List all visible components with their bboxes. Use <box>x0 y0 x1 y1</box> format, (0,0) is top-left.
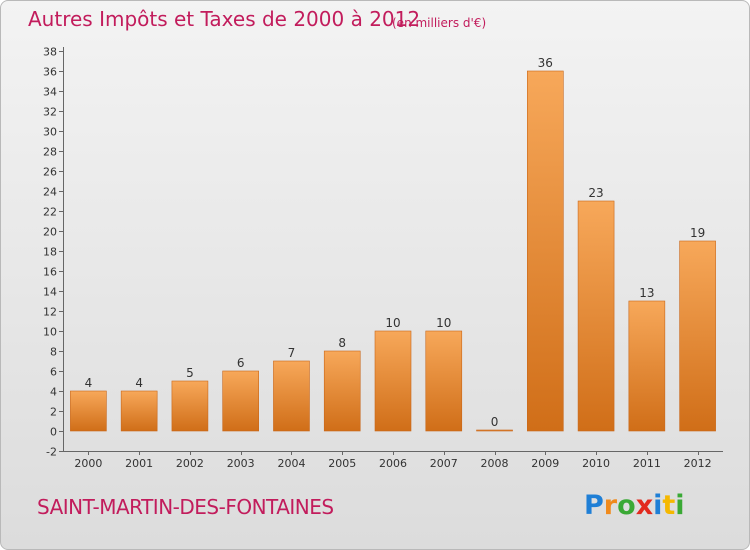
data-label: 13 <box>639 286 654 300</box>
data-label: 10 <box>436 316 451 330</box>
x-tick-label: 2008 <box>481 457 509 470</box>
bar <box>70 390 107 432</box>
data-label: 5 <box>186 366 194 380</box>
bar <box>628 300 666 432</box>
y-tick-label: 34 <box>43 86 57 99</box>
data-label: 10 <box>385 316 400 330</box>
y-tick-label: 22 <box>43 206 57 219</box>
x-tick-label: 2005 <box>328 457 356 470</box>
x-tick-label: 2010 <box>582 457 610 470</box>
data-label: 36 <box>538 56 553 70</box>
y-tick-label: 0 <box>50 426 57 439</box>
y-tick-label: 28 <box>43 146 57 159</box>
y-tick-label: 20 <box>43 226 57 239</box>
bar <box>222 370 259 432</box>
data-label: 7 <box>288 346 296 360</box>
y-tick-label: 24 <box>43 186 57 199</box>
bar <box>120 390 158 432</box>
y-tick-label: 4 <box>50 386 57 399</box>
y-tick-label: 8 <box>50 346 57 359</box>
bar <box>679 240 716 432</box>
proxiti-logo: Proxiti <box>584 490 685 521</box>
bar <box>171 380 209 432</box>
y-tick-label: 32 <box>43 106 57 119</box>
y-tick-label: 6 <box>50 366 57 379</box>
x-tick-label: 2003 <box>227 457 255 470</box>
y-tick-label: 16 <box>43 266 57 279</box>
chart-title: Autres Impôts et Taxes de 2000 à 2012 <box>28 7 421 31</box>
x-tick-label: 2006 <box>379 457 407 470</box>
x-tick-label: 2012 <box>684 457 712 470</box>
x-tick-label: 2000 <box>74 457 102 470</box>
x-tick-label: 2011 <box>633 457 661 470</box>
y-tick-label: 36 <box>43 66 57 79</box>
data-label: 0 <box>491 415 499 429</box>
bar <box>323 350 361 432</box>
bar <box>577 200 615 432</box>
bar <box>425 330 463 432</box>
y-tick-label: 38 <box>43 46 57 59</box>
x-tick-label: 2004 <box>277 457 305 470</box>
data-label: 23 <box>588 186 603 200</box>
bar <box>527 70 564 432</box>
bar <box>374 330 412 432</box>
y-tick-label: 18 <box>43 246 57 259</box>
y-tick-label: 30 <box>43 126 57 139</box>
y-tick-label: 2 <box>50 406 57 419</box>
x-tick-label: 2001 <box>125 457 153 470</box>
x-tick-label: 2002 <box>176 457 204 470</box>
commune-name: SAINT-MARTIN-DES-FONTAINES <box>37 495 334 519</box>
data-label: 6 <box>237 356 245 370</box>
data-label: 19 <box>690 226 705 240</box>
bar <box>273 360 310 432</box>
y-tick-label: 14 <box>43 286 57 299</box>
x-tick-label: 2007 <box>430 457 458 470</box>
y-tick-label: 10 <box>43 326 57 339</box>
y-tick-label: -2 <box>46 446 57 459</box>
chart-subtitle: (en milliers d'€) <box>392 16 487 30</box>
x-tick-label: 2009 <box>531 457 559 470</box>
y-tick-label: 12 <box>43 306 57 319</box>
data-label: 4 <box>85 376 93 390</box>
data-label: 8 <box>338 336 346 350</box>
bar <box>476 429 513 432</box>
data-label: 4 <box>135 376 143 390</box>
y-tick-label: 26 <box>43 166 57 179</box>
